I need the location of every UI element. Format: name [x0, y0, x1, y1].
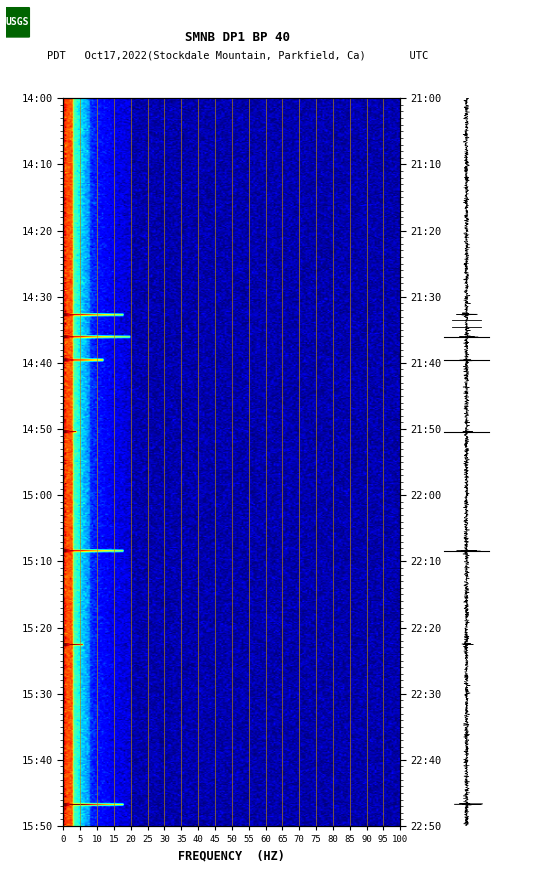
Text: SMNB DP1 BP 40: SMNB DP1 BP 40: [185, 31, 290, 45]
FancyBboxPatch shape: [5, 8, 29, 37]
Text: USGS: USGS: [6, 17, 29, 28]
Text: PDT   Oct17,2022(Stockdale Mountain, Parkfield, Ca)       UTC: PDT Oct17,2022(Stockdale Mountain, Parkf…: [47, 51, 428, 61]
X-axis label: FREQUENCY  (HZ): FREQUENCY (HZ): [178, 849, 285, 863]
